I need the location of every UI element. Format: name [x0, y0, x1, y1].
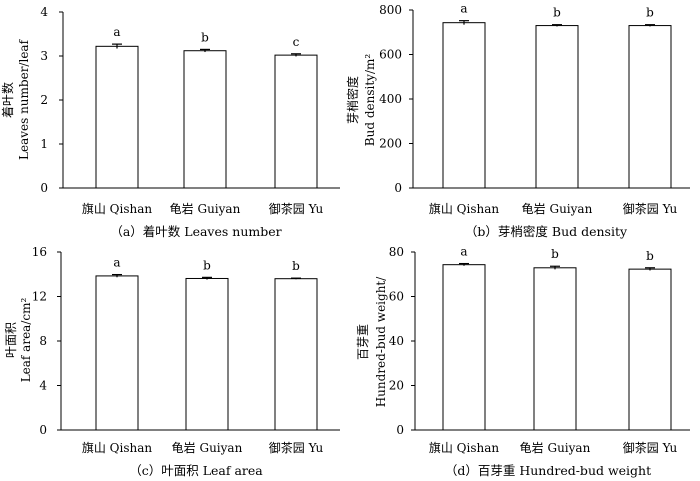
y-tick-label: 0 — [394, 181, 402, 195]
bar — [535, 25, 579, 189]
y-tick-label: 20 — [389, 379, 404, 393]
significance-letter: b — [646, 6, 654, 20]
panel-c-caption: （c）叶面积 Leaf area — [129, 463, 263, 478]
significance-letter: b — [646, 249, 654, 263]
significance-letter: a — [460, 245, 467, 259]
panel-b-ylabel-en: Bud density/m² — [363, 54, 377, 147]
panel-b: 芽梢密度 Bud density/m² 0 200 400 600 800 a 旗山 Qis… — [345, 2, 690, 239]
bar — [185, 277, 229, 431]
panel-c-plot: 0 4 8 12 16 a 旗山 Qishan b 龟岩 Guiyan b 御茶园 Yu — [32, 245, 340, 455]
panel-a-caption: （a）着叶数 Leaves number — [110, 224, 281, 239]
significance-letter: b — [292, 259, 300, 273]
category-label: 龟岩 Guiyan — [520, 440, 591, 455]
y-tick-label: 80 — [389, 245, 404, 259]
bar — [442, 22, 486, 189]
bar — [628, 25, 672, 189]
y-tick-label: 0 — [40, 181, 48, 195]
bar — [274, 278, 318, 431]
bar — [274, 54, 318, 189]
panel-a-plot: 0 1 2 3 4 a 旗山 Qishan b 龟岩 Guiyan c 御茶园 Yu — [40, 5, 340, 216]
bar — [95, 45, 139, 189]
bar — [533, 267, 577, 431]
panel-a-ylabel-en: Leaves number/leaf — [17, 38, 31, 160]
y-tick-label: 0 — [39, 423, 47, 437]
category-label: 御茶园 Yu — [623, 201, 678, 216]
y-tick-label: 8 — [39, 334, 47, 348]
category-label: 旗山 Qishan — [429, 201, 500, 216]
panel-b-caption: （b）芽梢密度 Bud density — [465, 224, 628, 239]
y-tick-label: 800 — [379, 3, 402, 17]
significance-letter: b — [201, 30, 209, 44]
bar — [183, 50, 227, 189]
y-tick-label: 16 — [32, 245, 47, 259]
category-label: 龟岩 Guiyan — [170, 201, 241, 216]
y-tick-label: 0 — [396, 423, 404, 437]
y-tick-label: 3 — [40, 49, 48, 63]
significance-letter: a — [460, 2, 467, 16]
category-label: 龟岩 Guiyan — [522, 201, 593, 216]
category-label: 御茶园 Yu — [269, 440, 324, 455]
category-label: 旗山 Qishan — [82, 440, 153, 455]
significance-letter: b — [203, 258, 211, 272]
panel-c: 叶面积 Leaf area/cm² 0 4 8 12 16 a 旗山 Qishan b 龟岩 G… — [4, 245, 340, 478]
panel-d-plot: 0 20 40 60 80 a 旗山 Qishan b 龟岩 Guiyan b 御茶园 Yu — [389, 245, 690, 455]
panel-b-ylabel-cn: 芽梢密度 — [345, 76, 360, 124]
significance-letter: a — [113, 256, 120, 270]
panel-c-ylabel-en: Leaf area/cm² — [19, 298, 33, 383]
y-tick-label: 2 — [40, 93, 48, 107]
y-tick-label: 4 — [40, 5, 48, 19]
y-tick-label: 1 — [40, 137, 48, 151]
panel-b-plot: 0 200 400 600 800 a 旗山 Qishan b 龟岩 Guiyan b 御茶园 Yu — [379, 2, 690, 216]
bar — [442, 264, 486, 431]
panel-a-ylabel-cn: 着叶数 — [0, 82, 15, 118]
y-tick-label: 40 — [389, 334, 404, 348]
category-label: 御茶园 Yu — [623, 440, 678, 455]
significance-letter: b — [551, 247, 559, 261]
y-tick-label: 600 — [379, 48, 402, 62]
y-tick-label: 12 — [32, 290, 47, 304]
significance-letter: a — [113, 25, 120, 39]
y-tick-label: 4 — [39, 379, 47, 393]
category-label: 御茶园 Yu — [269, 201, 324, 216]
category-label: 旗山 Qishan — [429, 440, 500, 455]
panel-d-ylabel-cn: 百芽重 — [356, 324, 370, 360]
category-label: 龟岩 Guiyan — [172, 440, 243, 455]
y-tick-label: 400 — [379, 92, 402, 106]
significance-letter: b — [553, 6, 561, 20]
y-tick-label: 200 — [379, 137, 402, 151]
y-tick-label: 60 — [389, 290, 404, 304]
significance-letter: c — [293, 35, 300, 49]
bar — [628, 268, 672, 431]
panel-d-ylabel-en: Hundred-bud weight/ — [374, 276, 388, 408]
panel-d-caption: （d）百芽重 Hundred-bud weight — [445, 463, 651, 478]
bar — [95, 275, 139, 431]
panel-c-ylabel-cn: 叶面积 — [4, 322, 18, 358]
panel-d: 百芽重 Hundred-bud weight/ 0 20 40 60 80 a 旗山 Qis… — [356, 245, 690, 478]
category-label: 旗山 Qishan — [82, 201, 153, 216]
panel-a: 着叶数 Leaves number/leaf 0 1 2 3 4 a 旗山 Qishan b 龟… — [0, 5, 340, 239]
